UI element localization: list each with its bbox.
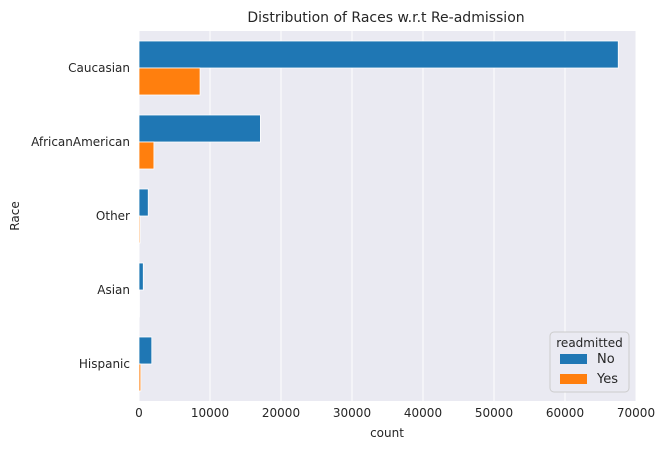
bar-no-caucasian [138, 40, 619, 69]
bar-no-hispanic [138, 336, 153, 365]
x-tick-label: 50000 [475, 406, 513, 420]
legend-label-yes: Yes [596, 372, 618, 387]
bar-yes-africanamerican [138, 141, 155, 170]
x-tick-labels: 0 10000 20000 30000 40000 50000 60000 70000 [135, 406, 655, 420]
legend-swatch-yes [560, 374, 587, 384]
bar-yes-other [138, 215, 141, 244]
x-axis-label: count [370, 426, 404, 440]
x-tick-label: 60000 [546, 406, 584, 420]
legend-swatch-no [560, 354, 587, 364]
bar-yes-caucasian [138, 67, 201, 96]
y-tick-label: Asian [97, 283, 130, 297]
y-tick-label: Caucasian [68, 61, 130, 75]
y-tick-label: AfricanAmerican [31, 135, 130, 149]
y-tick-labels: Caucasian AfricanAmerican Other Asian Hispan… [31, 61, 130, 371]
legend-label-no: No [597, 352, 615, 367]
bars [138, 40, 619, 392]
x-tick-label: 40000 [404, 406, 442, 420]
bar-no-asian [138, 262, 144, 291]
y-axis-label: Race [8, 201, 22, 230]
x-tick-label: 30000 [333, 406, 371, 420]
x-tick-label: 70000 [617, 406, 655, 420]
bar-no-africanamerican [138, 114, 261, 143]
x-tick-label: 10000 [191, 406, 229, 420]
chart-title: Distribution of Races w.r.t Re-admission [247, 10, 524, 26]
x-tick-label: 0 [135, 406, 143, 420]
y-tick-label: Other [96, 209, 130, 223]
y-tick-label: Hispanic [79, 357, 130, 371]
bar-no-other [138, 188, 149, 217]
legend: readmitted No Yes [549, 331, 630, 393]
legend-title: readmitted [556, 336, 622, 350]
bar-yes-hispanic [138, 363, 142, 392]
x-tick-label: 20000 [262, 406, 300, 420]
